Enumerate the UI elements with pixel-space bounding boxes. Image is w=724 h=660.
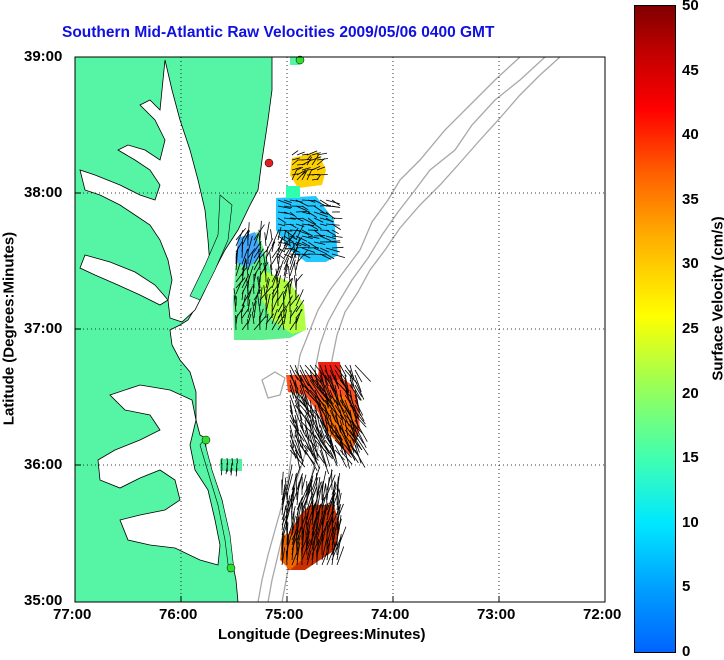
velocity-arrow bbox=[296, 255, 299, 270]
radar-site-marker bbox=[265, 159, 273, 167]
colorbar-tick-label: 35 bbox=[682, 191, 699, 208]
colorbar-tick-label: 40 bbox=[682, 126, 699, 143]
velocity-arrow bbox=[291, 511, 292, 525]
colorbar-tick-label: 15 bbox=[682, 449, 699, 466]
velocity-arrow bbox=[272, 230, 279, 246]
velocity-arrow bbox=[325, 445, 333, 458]
colorbar bbox=[634, 5, 676, 653]
velocity-arrow bbox=[296, 516, 297, 530]
velocity-arrow bbox=[332, 200, 340, 206]
velocity-arrow bbox=[314, 235, 325, 236]
velocity-arrow bbox=[355, 450, 365, 468]
colorbar-tick-label: 45 bbox=[682, 62, 699, 79]
colorbar-label: Surface Velocity (cm/s) bbox=[710, 189, 724, 409]
velocity-arrow bbox=[335, 450, 345, 460]
velocity-arrow bbox=[332, 218, 342, 219]
colorbar-tick-label: 20 bbox=[682, 385, 699, 402]
radar-site-marker bbox=[202, 436, 210, 444]
y-tick-label: 37:00 bbox=[24, 320, 62, 337]
velocity-arrow bbox=[266, 222, 269, 240]
radar-site-marker bbox=[227, 564, 235, 572]
velocity-arrow bbox=[288, 266, 290, 282]
velocity-arrow bbox=[294, 262, 296, 276]
x-tick-label: 74:00 bbox=[371, 606, 409, 623]
velocity-arrow bbox=[355, 375, 361, 392]
y-axis-label: Latitude (Degrees:Minutes) bbox=[1, 214, 18, 444]
velocity-arrow bbox=[296, 274, 302, 282]
velocity-arrow bbox=[294, 275, 296, 288]
colorbar-tick-label: 30 bbox=[682, 255, 699, 272]
x-axis-label: Longitude (Degrees:Minutes) bbox=[218, 626, 426, 643]
y-tick-label: 36:00 bbox=[24, 456, 62, 473]
colorbar-tick-label: 25 bbox=[682, 320, 699, 337]
velocity-arrow bbox=[302, 475, 306, 490]
y-tick-label: 38:00 bbox=[24, 184, 62, 201]
x-tick-label: 72:00 bbox=[583, 606, 621, 623]
y-tick-label: 35:00 bbox=[24, 592, 62, 609]
y-tick-label: 39:00 bbox=[24, 48, 62, 65]
colorbar-tick-label: 0 bbox=[682, 643, 690, 660]
colorbar-tick-label: 50 bbox=[682, 0, 699, 14]
x-tick-label: 76:00 bbox=[159, 606, 197, 623]
x-tick-label: 73:00 bbox=[477, 606, 515, 623]
velocity-arrow bbox=[271, 229, 272, 240]
colorbar-tick-label: 5 bbox=[682, 578, 690, 595]
colorbar-tick-label: 10 bbox=[682, 514, 699, 531]
velocity-arrow bbox=[292, 151, 298, 155]
x-tick-label: 75:00 bbox=[265, 606, 303, 623]
